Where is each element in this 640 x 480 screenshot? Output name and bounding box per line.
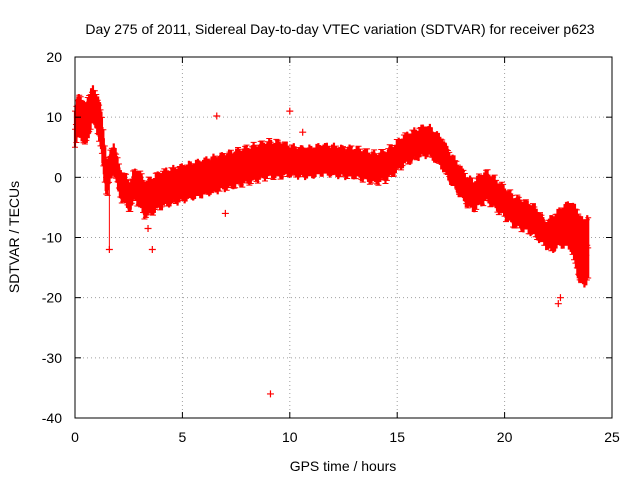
axis-ticks bbox=[74, 56, 613, 419]
x-tick-label: 20 bbox=[497, 429, 513, 445]
x-tick-label: 0 bbox=[71, 429, 79, 445]
data-point bbox=[585, 244, 592, 251]
y-tick-label: -10 bbox=[42, 230, 62, 246]
x-tick-label: 5 bbox=[179, 429, 187, 445]
outlier-point bbox=[213, 112, 221, 120]
error-cap bbox=[585, 217, 592, 279]
y-tick-label: -30 bbox=[42, 350, 62, 366]
y-axis-label: SDTVAR / TECUs bbox=[6, 181, 22, 293]
outlier-point bbox=[148, 246, 156, 254]
y-tick-label: -40 bbox=[42, 410, 62, 426]
x-axis-label: GPS time / hours bbox=[290, 458, 397, 474]
outlier-point bbox=[266, 390, 274, 398]
outlier-point bbox=[299, 128, 307, 136]
y-tick-label: 10 bbox=[46, 109, 62, 125]
grid-lines bbox=[75, 57, 612, 418]
tick-labels: 0 5 10 15 20 25 -40 -30 -20 -10 0 10 20 bbox=[42, 49, 620, 445]
outlier-point bbox=[144, 224, 152, 232]
outlier-point bbox=[554, 300, 562, 308]
y-tick-label: 0 bbox=[54, 169, 62, 185]
x-tick-label: 15 bbox=[389, 429, 405, 445]
outlier-point bbox=[286, 107, 294, 115]
outlier-point bbox=[556, 294, 564, 302]
data-points bbox=[72, 85, 592, 398]
x-tick-label: 10 bbox=[282, 429, 298, 445]
outlier-point bbox=[221, 209, 229, 217]
y-tick-label: -20 bbox=[42, 290, 62, 306]
chart-title: Day 275 of 2011, Sidereal Day-to-day VTE… bbox=[85, 21, 594, 37]
x-tick-label: 25 bbox=[604, 429, 620, 445]
y-tick-label: 20 bbox=[46, 49, 62, 65]
